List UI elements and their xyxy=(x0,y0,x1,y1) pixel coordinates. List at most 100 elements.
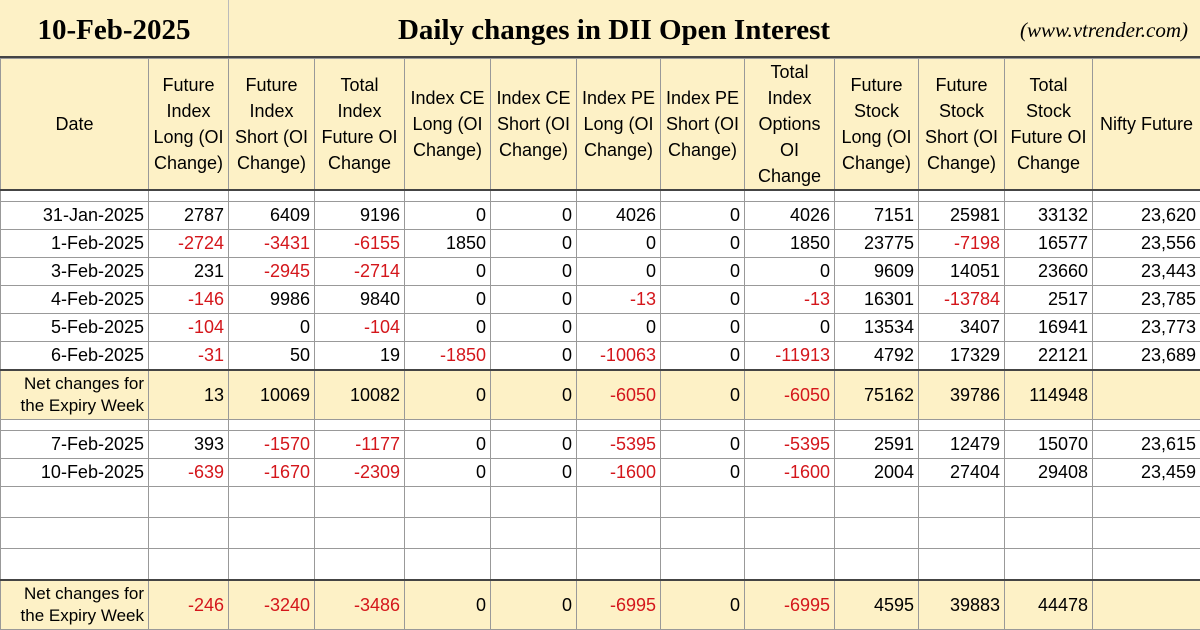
table-row: 31-Jan-2025 2787 6409 9196 0 0 4026 0 4026 7151 25… xyxy=(0,201,1200,230)
value-cell: 0 xyxy=(490,579,577,630)
value-cell: 3407 xyxy=(918,313,1005,342)
value-cell: 13534 xyxy=(834,313,919,342)
value-cell: 0 xyxy=(490,257,577,286)
value-cell: 0 xyxy=(660,229,745,258)
spacer-cell xyxy=(314,419,405,431)
empty-cell xyxy=(1092,548,1200,581)
empty-cell xyxy=(314,517,405,549)
table-row: 7-Feb-2025 393 -1570 -1177 0 0 -5395 0 -5395 2591… xyxy=(0,430,1200,459)
value-cell: 0 xyxy=(404,430,491,459)
empty-cell xyxy=(1092,486,1200,518)
value-cell: 23,556 xyxy=(1092,229,1200,258)
value-cell: 0 xyxy=(660,313,745,342)
value-cell: 0 xyxy=(490,430,577,459)
value-cell: 50 xyxy=(228,341,315,371)
value-cell: 2787 xyxy=(148,201,229,230)
value-cell: 0 xyxy=(490,369,577,420)
value-cell: 7151 xyxy=(834,201,919,230)
spacer-row xyxy=(0,189,1200,202)
empty-cell xyxy=(660,486,745,518)
value-cell: -3431 xyxy=(228,229,315,258)
oi-table: Date Future Index Long (OI Change) Futur… xyxy=(0,58,1200,630)
value-cell: -6050 xyxy=(576,369,661,420)
empty-cell xyxy=(148,517,229,549)
value-cell: 0 xyxy=(576,313,661,342)
empty-cell xyxy=(576,517,661,549)
value-cell: 0 xyxy=(660,458,745,487)
value-cell: 22121 xyxy=(1004,341,1093,371)
col-header: Total Stock Future OI Change xyxy=(1004,58,1093,191)
value-cell: -5395 xyxy=(576,430,661,459)
value-cell: -13 xyxy=(744,285,835,314)
value-cell: -246 xyxy=(148,579,229,630)
value-cell: 17329 xyxy=(918,341,1005,371)
value-cell: 44478 xyxy=(1004,579,1093,630)
value-cell: 23,689 xyxy=(1092,341,1200,371)
empty-cell xyxy=(576,548,661,581)
spacer-cell xyxy=(576,189,661,202)
value-cell: -6155 xyxy=(314,229,405,258)
value-cell: -2309 xyxy=(314,458,405,487)
value-cell: -104 xyxy=(148,313,229,342)
value-cell: 12479 xyxy=(918,430,1005,459)
spacer-cell xyxy=(148,419,229,431)
empty-row xyxy=(0,486,1200,518)
value-cell: 4026 xyxy=(576,201,661,230)
spacer-cell xyxy=(1004,189,1093,202)
value-cell: 114948 xyxy=(1004,369,1093,420)
empty-cell xyxy=(660,548,745,581)
empty-cell xyxy=(490,486,577,518)
value-cell: 23,459 xyxy=(1092,458,1200,487)
date-cell: 31-Jan-2025 xyxy=(0,201,149,230)
value-cell: -104 xyxy=(314,313,405,342)
table-row: 1-Feb-2025 -2724 -3431 -6155 1850 0 0 0 1850 2377… xyxy=(0,229,1200,258)
net-change-label: Net changes for the Expiry Week xyxy=(0,369,149,420)
empty-cell xyxy=(228,517,315,549)
value-cell: 0 xyxy=(744,313,835,342)
table-row: 6-Feb-2025 -31 50 19 -1850 0 -10063 0 -11913 4792… xyxy=(0,341,1200,371)
value-cell: 0 xyxy=(660,285,745,314)
value-cell: 0 xyxy=(404,579,491,630)
col-header: Total Index Options OI Change xyxy=(744,58,835,191)
value-cell: -2945 xyxy=(228,257,315,286)
value-cell: -2714 xyxy=(314,257,405,286)
empty-cell xyxy=(0,486,149,518)
value-cell: 0 xyxy=(660,579,745,630)
value-cell: 0 xyxy=(744,257,835,286)
value-cell: 10082 xyxy=(314,369,405,420)
value-cell: -6995 xyxy=(744,579,835,630)
value-cell: -639 xyxy=(148,458,229,487)
value-cell: 19 xyxy=(314,341,405,371)
value-cell: 33132 xyxy=(1004,201,1093,230)
value-cell xyxy=(1092,369,1200,420)
date-cell: 3-Feb-2025 xyxy=(0,257,149,286)
value-cell: 0 xyxy=(404,201,491,230)
table-row: 10-Feb-2025 -639 -1670 -2309 0 0 -1600 0 -1600 20… xyxy=(0,458,1200,487)
value-cell: -1670 xyxy=(228,458,315,487)
value-cell: 14051 xyxy=(918,257,1005,286)
date-cell: 4-Feb-2025 xyxy=(0,285,149,314)
spacer-cell xyxy=(834,189,919,202)
value-cell: 0 xyxy=(576,257,661,286)
value-cell: -11913 xyxy=(744,341,835,371)
value-cell: -1600 xyxy=(744,458,835,487)
value-cell: 25981 xyxy=(918,201,1005,230)
empty-cell xyxy=(744,548,835,581)
empty-cell xyxy=(918,548,1005,581)
value-cell: 75162 xyxy=(834,369,919,420)
value-cell: 0 xyxy=(490,201,577,230)
value-cell: 23,620 xyxy=(1092,201,1200,230)
empty-cell xyxy=(1004,548,1093,581)
empty-cell xyxy=(0,517,149,549)
value-cell: 2004 xyxy=(834,458,919,487)
table-row: 4-Feb-2025 -146 9986 9840 0 0 -13 0 -13 16301 -137… xyxy=(0,285,1200,314)
date-cell: 7-Feb-2025 xyxy=(0,430,149,459)
value-cell: 29408 xyxy=(1004,458,1093,487)
page-title: Daily changes in DII Open Interest xyxy=(397,14,831,46)
spacer-cell xyxy=(228,189,315,202)
value-cell: -13784 xyxy=(918,285,1005,314)
empty-cell xyxy=(1092,517,1200,549)
empty-cell xyxy=(314,486,405,518)
value-cell: 0 xyxy=(404,458,491,487)
value-cell: 23,443 xyxy=(1092,257,1200,286)
